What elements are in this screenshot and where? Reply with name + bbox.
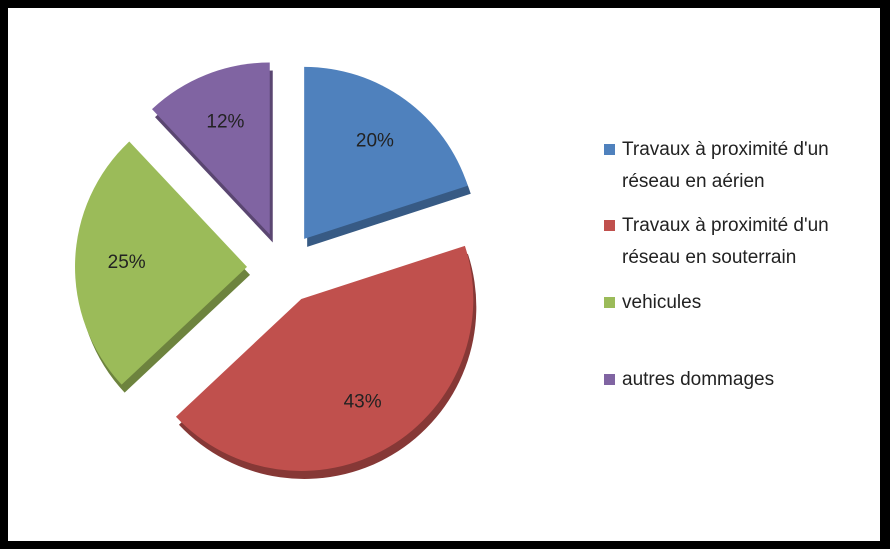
- slice: [75, 141, 248, 385]
- legend-swatch: [604, 297, 615, 308]
- slice: [304, 66, 468, 239]
- legend-swatch: [604, 220, 615, 231]
- legend-label: autres dommages: [622, 369, 775, 390]
- data-label: 43%: [344, 392, 382, 413]
- data-label: 25%: [108, 252, 146, 273]
- legend-swatch: [604, 144, 615, 155]
- slice: [175, 245, 474, 471]
- legend-swatch: [604, 374, 615, 385]
- legend-label: Travaux à proximité d'un réseau en aérie…: [622, 139, 829, 192]
- data-label: 12%: [206, 112, 244, 133]
- legend-label: vehicules: [622, 292, 702, 313]
- slice: [152, 62, 270, 235]
- legend-label: Travaux à proximité d'un réseau en soute…: [622, 215, 829, 268]
- data-label: 20%: [356, 130, 394, 151]
